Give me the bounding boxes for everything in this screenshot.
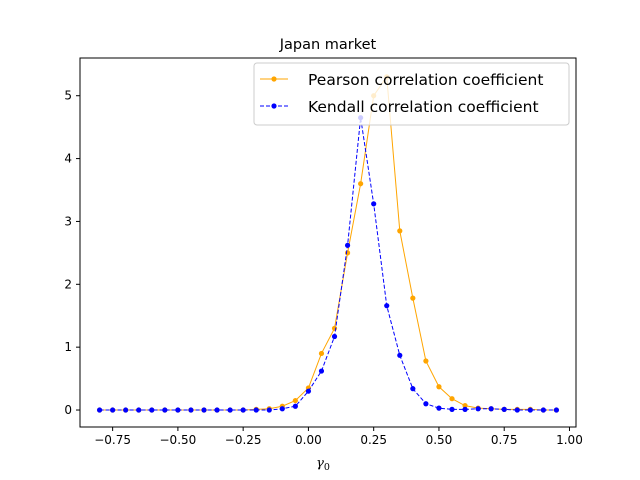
series-kendall: [96, 115, 560, 413]
data-point-kendall: [449, 406, 455, 412]
x-tick-label: 0.75: [491, 433, 518, 447]
data-point-kendall: [318, 368, 325, 374]
data-point-pearson: [331, 325, 338, 331]
data-point-kendall: [514, 407, 520, 413]
y-tick-label: 3: [64, 214, 72, 228]
y-tick-label: 0: [64, 403, 72, 417]
data-point-kendall: [240, 407, 246, 413]
legend-label-kendall: Kendall correlation coefficient: [308, 98, 539, 116]
series-line-kendall: [99, 117, 557, 411]
data-point-kendall: [123, 407, 129, 413]
x-tick-label: −0.25: [225, 433, 262, 447]
legend-item-pearson: Pearson correlation coefficient: [260, 71, 543, 89]
legend-item-kendall: Kendall correlation coefficient: [260, 98, 539, 116]
data-point-kendall: [501, 406, 507, 412]
x-tick-label: 1.00: [556, 433, 583, 447]
data-point-pearson: [397, 228, 403, 234]
x-tick-label: 0.50: [426, 433, 453, 447]
data-point-kendall: [423, 401, 429, 407]
data-point-kendall: [397, 352, 403, 358]
legend-box: [253, 62, 570, 126]
data-point-kendall: [292, 403, 298, 409]
legend-label-pearson: Pearson correlation coefficient: [308, 71, 543, 89]
y-tick-label: 1: [64, 340, 72, 354]
data-point-kendall: [527, 407, 533, 413]
data-point-kendall: [305, 388, 312, 394]
legend-marker-pearson: [271, 76, 277, 82]
data-point-kendall: [475, 406, 481, 412]
data-point-kendall: [110, 407, 116, 413]
data-point-pearson: [423, 358, 429, 364]
data-point-kendall: [488, 406, 494, 412]
x-tick-label: −0.75: [94, 433, 131, 447]
data-point-pearson: [462, 403, 468, 409]
data-point-pearson: [318, 350, 325, 357]
data-point-kendall: [96, 407, 103, 413]
data-point-pearson: [292, 397, 298, 404]
data-point-kendall: [462, 406, 468, 412]
y-axis: 0 1 2 3 4 5: [64, 89, 80, 417]
x-tick-label: −0.50: [160, 433, 197, 447]
data-point-pearson: [358, 181, 364, 187]
y-tick-label: 4: [64, 152, 72, 166]
data-point-kendall: [162, 407, 168, 413]
data-point-kendall: [266, 407, 272, 413]
legend: Pearson correlation coefficient Kendall c…: [253, 62, 570, 126]
data-point-kendall: [136, 407, 142, 413]
data-point-kendall: [188, 407, 194, 413]
x-tick-label: 0.25: [360, 433, 387, 447]
data-point-kendall: [201, 407, 207, 413]
x-axis: −0.75 −0.50 −0.25 0.00 0.25 0.50 0.75 1.00: [94, 427, 583, 447]
data-point-kendall: [253, 407, 259, 413]
data-point-kendall: [436, 405, 442, 411]
data-point-pearson: [410, 295, 416, 301]
data-point-kendall: [279, 406, 285, 412]
data-point-kendall: [553, 407, 560, 413]
data-point-pearson: [436, 384, 442, 390]
data-point-kendall: [149, 407, 155, 413]
data-point-kendall: [540, 407, 546, 413]
data-point-kendall: [175, 407, 181, 413]
data-point-kendall: [331, 333, 338, 340]
legend-marker-kendall: [271, 103, 277, 109]
data-point-kendall: [227, 407, 233, 413]
data-point-kendall: [410, 386, 416, 392]
x-tick-label: 0.00: [295, 433, 322, 447]
data-point-kendall: [384, 303, 390, 309]
data-point-kendall: [344, 242, 351, 248]
chart-title: Japan market: [279, 37, 377, 53]
y-tick-label: 5: [64, 89, 72, 103]
data-point-kendall: [214, 407, 220, 413]
data-point-pearson: [344, 250, 351, 256]
data-point-kendall: [371, 201, 377, 207]
x-axis-label: γ0: [316, 456, 330, 473]
y-tick-label: 2: [64, 277, 72, 291]
series-line-pearson: [99, 75, 557, 411]
plot-frame: [79, 57, 577, 428]
data-point-pearson: [449, 396, 455, 402]
